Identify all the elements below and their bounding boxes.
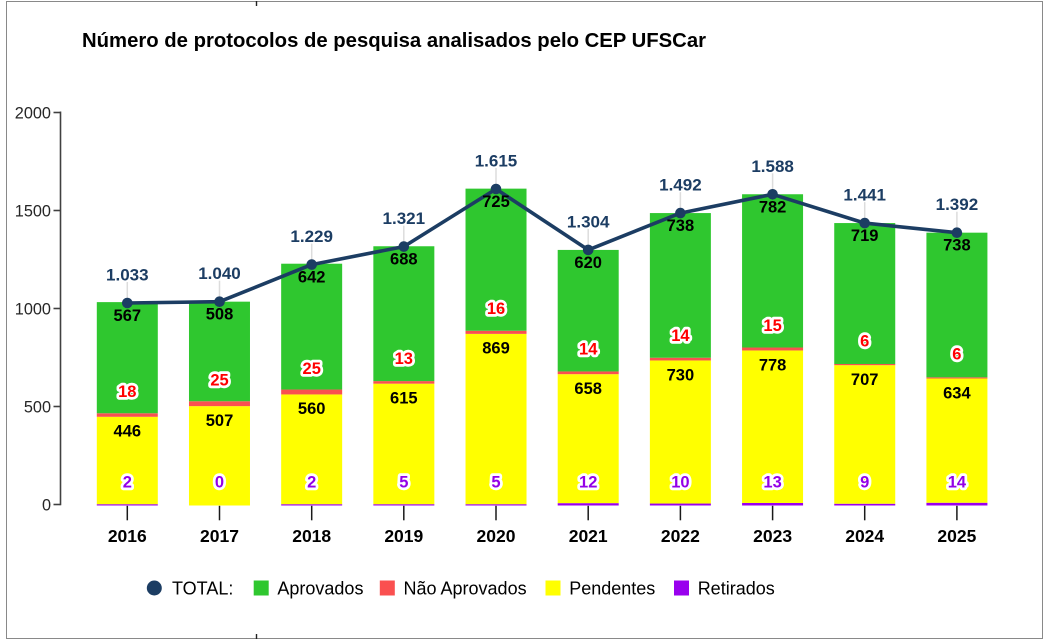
svg-text:707: 707 <box>851 371 879 389</box>
svg-text:738: 738 <box>667 217 695 235</box>
svg-text:0: 0 <box>42 496 51 514</box>
svg-text:634: 634 <box>943 384 971 402</box>
svg-text:508: 508 <box>206 306 234 324</box>
svg-text:1.033: 1.033 <box>106 266 149 285</box>
svg-text:6: 6 <box>860 332 869 350</box>
svg-text:2023: 2023 <box>753 526 792 546</box>
svg-text:Não Aprovados: Não Aprovados <box>404 579 527 599</box>
svg-text:1.588: 1.588 <box>751 157 794 176</box>
svg-text:1.040: 1.040 <box>198 264 241 283</box>
svg-text:782: 782 <box>759 198 787 216</box>
svg-text:1.392: 1.392 <box>936 195 979 214</box>
svg-text:567: 567 <box>114 307 142 325</box>
svg-text:5: 5 <box>491 473 500 491</box>
svg-text:2019: 2019 <box>384 526 423 546</box>
svg-text:13: 13 <box>763 473 781 491</box>
svg-text:725: 725 <box>482 193 510 211</box>
svg-text:16: 16 <box>487 300 505 318</box>
svg-text:2000: 2000 <box>15 104 51 122</box>
svg-text:2024: 2024 <box>845 526 884 546</box>
svg-text:1500: 1500 <box>15 202 51 220</box>
svg-text:25: 25 <box>303 360 321 378</box>
svg-text:2: 2 <box>307 473 316 491</box>
svg-text:1000: 1000 <box>15 300 51 318</box>
svg-text:688: 688 <box>390 251 418 269</box>
svg-text:TOTAL:: TOTAL: <box>172 578 233 598</box>
svg-text:869: 869 <box>482 340 510 358</box>
svg-text:10: 10 <box>671 473 689 491</box>
svg-text:446: 446 <box>114 423 142 441</box>
svg-text:Número de protocolos de pesqui: Número de protocolos de pesquisa analisa… <box>82 30 706 52</box>
svg-text:738: 738 <box>943 237 971 255</box>
svg-text:12: 12 <box>579 473 597 491</box>
svg-text:14: 14 <box>671 327 690 345</box>
svg-text:620: 620 <box>574 254 602 272</box>
svg-text:25: 25 <box>210 372 228 390</box>
svg-text:2017: 2017 <box>200 526 239 546</box>
svg-text:615: 615 <box>390 390 418 408</box>
svg-text:560: 560 <box>298 400 326 418</box>
svg-text:730: 730 <box>667 366 695 384</box>
svg-text:2025: 2025 <box>937 526 976 546</box>
svg-text:1.229: 1.229 <box>290 227 333 246</box>
svg-text:Aprovados: Aprovados <box>277 579 363 599</box>
svg-text:2022: 2022 <box>661 526 700 546</box>
svg-text:1.492: 1.492 <box>659 176 702 195</box>
svg-text:5: 5 <box>399 473 408 491</box>
svg-text:1.615: 1.615 <box>475 152 518 171</box>
svg-text:13: 13 <box>395 350 413 368</box>
svg-text:6: 6 <box>952 346 961 364</box>
svg-text:1.321: 1.321 <box>383 209 426 228</box>
svg-text:2020: 2020 <box>477 526 516 546</box>
svg-text:642: 642 <box>298 269 326 287</box>
svg-text:2021: 2021 <box>569 526 608 546</box>
svg-text:15: 15 <box>763 317 781 335</box>
svg-text:9: 9 <box>860 473 869 491</box>
svg-text:0: 0 <box>215 473 224 491</box>
svg-text:14: 14 <box>948 473 967 491</box>
svg-text:778: 778 <box>759 356 787 374</box>
svg-text:500: 500 <box>24 398 51 416</box>
svg-text:Retirados: Retirados <box>698 579 775 599</box>
svg-text:2016: 2016 <box>108 526 147 546</box>
svg-text:2018: 2018 <box>292 526 331 546</box>
svg-text:1.304: 1.304 <box>567 212 610 231</box>
svg-text:Pendentes: Pendentes <box>569 579 655 599</box>
svg-text:1.441: 1.441 <box>843 186 886 205</box>
svg-text:719: 719 <box>851 227 879 245</box>
svg-text:2: 2 <box>123 473 132 491</box>
svg-text:18: 18 <box>118 383 136 401</box>
svg-text:658: 658 <box>574 380 602 398</box>
svg-text:507: 507 <box>206 412 234 430</box>
svg-text:14: 14 <box>579 341 598 359</box>
